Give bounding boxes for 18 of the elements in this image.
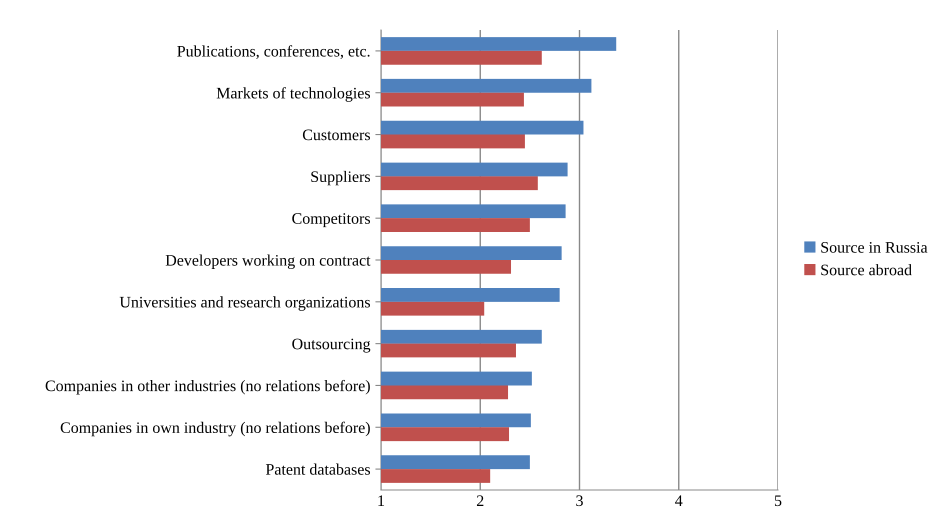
y-tick-label: Developers working on contract bbox=[166, 254, 370, 269]
x-tick-label: 3 bbox=[576, 495, 583, 506]
y-tick-label: Universities and research organizations bbox=[120, 296, 370, 311]
y-tick-label: Publications, conferences, etc. bbox=[177, 45, 370, 59]
y-tick-label: Companies in own industry (no relations before) bbox=[60, 422, 370, 436]
y-tick-label: Companies in other industries (no relations before) bbox=[46, 380, 370, 394]
legend-label: Source in Russia bbox=[821, 242, 928, 253]
x-tick-label: 2 bbox=[476, 495, 484, 506]
y-tick-label: Suppliers bbox=[311, 170, 370, 186]
x-tick-label: 1 bbox=[378, 495, 384, 506]
x-tick-label: 5 bbox=[774, 495, 782, 506]
x-tick-label: 4 bbox=[675, 495, 682, 506]
y-tick-label: Markets of technologies bbox=[216, 87, 370, 102]
y-tick-label: Competitors bbox=[292, 213, 370, 228]
y-tick-label: Patent databases bbox=[266, 464, 370, 475]
legend-label: Source abroad bbox=[821, 264, 912, 276]
y-tick-label: Customers bbox=[302, 130, 370, 140]
y-tick-label: Outsourcing bbox=[292, 338, 370, 353]
